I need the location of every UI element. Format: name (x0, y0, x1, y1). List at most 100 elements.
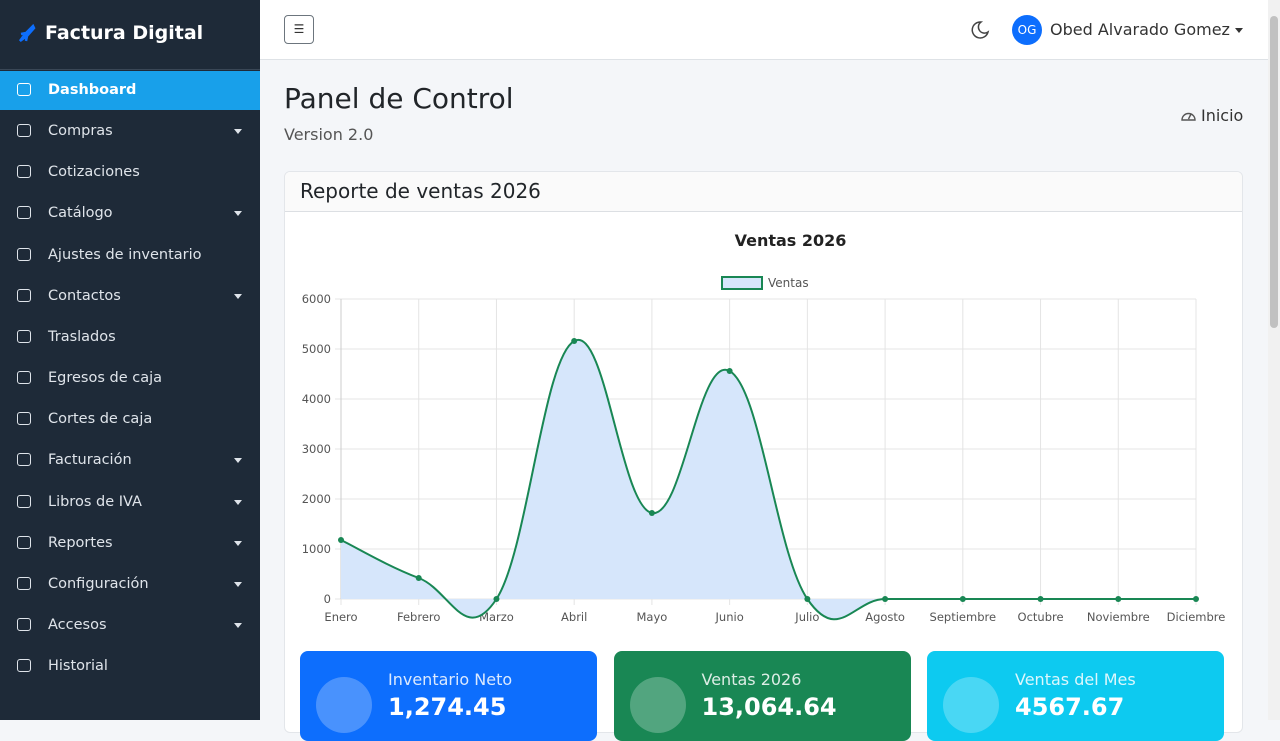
area (341, 339, 1196, 620)
menu-label: Libros de IVA (48, 493, 142, 510)
topbar: ☰ OG Obed Alvarado Gomez (260, 0, 1268, 60)
menu-item[interactable]: Historial (0, 647, 260, 686)
menu-icon (17, 412, 31, 426)
point (1037, 596, 1044, 602)
menu-item[interactable]: Libros de IVA (0, 483, 260, 522)
menu-icon (17, 206, 31, 220)
sidebar: Factura Digital Dashboard Compras Cotizaci… (0, 0, 260, 720)
menu-label: Facturación (48, 452, 132, 469)
x-tick-label: Abril (561, 610, 587, 624)
menu-item[interactable]: Dashboard (0, 71, 260, 110)
x-tick-label: Junio (715, 610, 744, 624)
point (648, 510, 655, 516)
x-tick-label: Diciembre (1167, 610, 1226, 624)
menu-item[interactable]: Contactos (0, 277, 260, 316)
submenu-caret (234, 499, 242, 505)
brand-icon (18, 24, 36, 43)
submenu-caret (234, 211, 242, 217)
info-icon (316, 677, 372, 733)
sales-card: Reporte de ventas 2026 Ventas 2026 0 1000 2… (284, 171, 1243, 733)
card-header: Reporte de ventas 2026 (285, 172, 1242, 212)
menu-label: Configuración (48, 575, 149, 592)
menu-item[interactable]: Accesos (0, 606, 260, 645)
info-box: Ventas 2026 13,064.64 (613, 651, 911, 741)
menu-label: Dashboard (48, 82, 137, 98)
menu-label: Cortes de caja (48, 411, 153, 428)
menu-icon (17, 124, 31, 138)
menu-item[interactable]: Configuración (0, 565, 260, 604)
menu-item[interactable]: Ajustes de inventario (0, 236, 260, 275)
point (726, 368, 733, 374)
menu-icon (17, 288, 31, 302)
page-title: Panel de Control (284, 82, 514, 115)
menu-item[interactable]: Cotizaciones (0, 153, 260, 192)
menu-label: Historial (48, 658, 108, 675)
x-tick-label: Marzo (479, 610, 514, 624)
legend-label: Ventas (768, 276, 809, 290)
x-tick-label: Febrero (397, 610, 440, 624)
menu-label: Accesos (48, 616, 107, 633)
y-tick-label: 2000 (302, 492, 331, 506)
menu-item[interactable]: Compras (0, 112, 260, 151)
menu-item[interactable]: Reportes (0, 524, 260, 563)
menu-icon (17, 494, 31, 508)
menu-icon (17, 247, 31, 261)
menu-label: Reportes (48, 534, 113, 551)
point (493, 596, 500, 602)
card-title: Reporte de ventas 2026 (300, 179, 541, 203)
submenu-caret (234, 581, 242, 587)
point (804, 596, 811, 602)
submenu-caret (234, 622, 242, 628)
submenu-caret (234, 540, 242, 546)
x-tick-label: Julio (794, 610, 819, 624)
menu-item[interactable]: Cortes de caja (0, 400, 260, 439)
y-tick-label: 5000 (302, 342, 331, 356)
menu-label: Egresos de caja (48, 370, 163, 387)
info-value: 13,064.64 (701, 693, 837, 721)
menu-item[interactable]: Traslados (0, 318, 260, 357)
info-label: Inventario Neto (388, 670, 513, 689)
theme-toggle[interactable] (970, 20, 990, 40)
menu-icon (17, 453, 31, 467)
menu-label: Traslados (48, 328, 116, 345)
point (415, 575, 422, 581)
y-tick-label: 1000 (302, 542, 331, 556)
point (959, 596, 966, 602)
menu-icon (17, 83, 31, 96)
menu-icon (17, 535, 31, 549)
y-tick-label: 3000 (302, 442, 331, 456)
menu-item[interactable]: Egresos de caja (0, 359, 260, 398)
avatar[interactable]: OG (1012, 15, 1042, 45)
info-box: Inventario Neto 1,274.45 (300, 651, 597, 741)
info-box: Ventas del Mes 4567.67 (927, 651, 1224, 741)
info-icon (943, 677, 999, 733)
menu-label: Cotizaciones (48, 164, 140, 181)
scrollbar-thumb[interactable] (1270, 16, 1278, 328)
menu-item[interactable]: Catálogo (0, 194, 260, 233)
divider (0, 69, 260, 70)
user-menu[interactable]: Obed Alvarado Gomez (1050, 20, 1244, 39)
menu-label: Catálogo (48, 205, 113, 222)
info-label: Ventas del Mes (1015, 670, 1136, 689)
point (571, 338, 578, 344)
info-value: 4567.67 (1015, 693, 1125, 721)
menu-item[interactable]: Facturación (0, 441, 260, 480)
point (882, 596, 889, 602)
menu-icon (17, 617, 31, 631)
x-tick-label: Septiembre (930, 610, 997, 624)
breadcrumb[interactable]: Inicio (1201, 106, 1244, 125)
menu-label: Ajustes de inventario (48, 246, 202, 263)
menu-label: Contactos (48, 287, 121, 304)
x-tick-label: Enero (324, 610, 357, 624)
chart: Ventas 2026 0 1000 2000 3000 4000 5000 6000 Ener… (302, 231, 1226, 624)
brand[interactable]: Factura Digital (45, 22, 204, 44)
x-tick-label: Agosto (865, 610, 905, 624)
y-tick-label: 6000 (302, 292, 331, 306)
menu-label: Compras (48, 123, 113, 140)
menu-toggle[interactable]: ☰ (284, 15, 314, 44)
submenu-caret (234, 458, 242, 464)
legend-swatch (721, 276, 763, 290)
menu-icon (17, 659, 31, 673)
info-label: Ventas 2026 (701, 670, 802, 689)
